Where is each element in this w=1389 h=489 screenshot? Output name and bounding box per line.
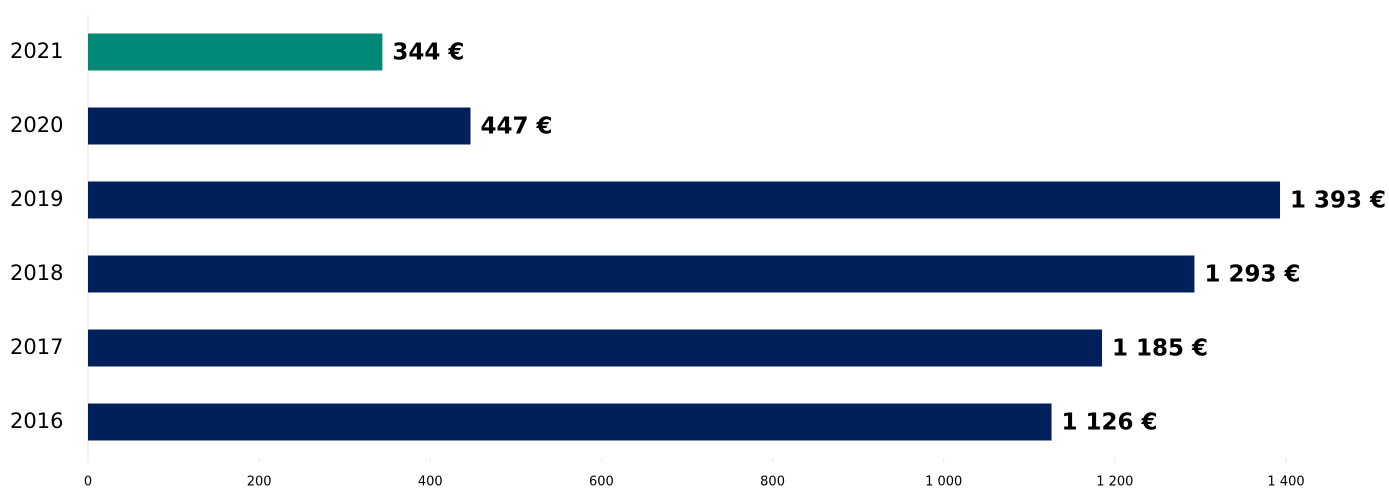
bar	[88, 33, 383, 71]
bar	[88, 255, 1195, 293]
x-tick-label: 1 200	[1096, 475, 1133, 489]
bar	[88, 403, 1052, 441]
value-label: 1 293 €	[1204, 262, 1300, 288]
x-tick-label: 0	[84, 475, 92, 489]
y-tick-label: 2017	[10, 335, 63, 359]
value-label: 344 €	[392, 40, 464, 66]
x-tick-label: 600	[589, 475, 614, 489]
x-tick-label: 200	[247, 475, 272, 489]
value-label: 1 393 €	[1290, 188, 1386, 214]
y-tick-label: 2020	[10, 113, 63, 137]
x-tick-label: 1 000	[925, 475, 962, 489]
y-tick-label: 2016	[10, 409, 63, 433]
x-tick-label: 800	[760, 475, 785, 489]
value-label: 1 185 €	[1112, 336, 1208, 362]
bar	[88, 329, 1103, 367]
y-tick-label: 2019	[10, 187, 63, 211]
y-tick-label: 2018	[10, 261, 63, 285]
bar	[88, 107, 471, 145]
y-tick-label: 2021	[10, 39, 63, 63]
x-tick-label: 400	[418, 475, 443, 489]
bar	[88, 181, 1281, 219]
value-label: 1 126 €	[1062, 410, 1158, 436]
x-tick-label: 1 400	[1267, 475, 1304, 489]
value-label: 447 €	[481, 114, 553, 140]
